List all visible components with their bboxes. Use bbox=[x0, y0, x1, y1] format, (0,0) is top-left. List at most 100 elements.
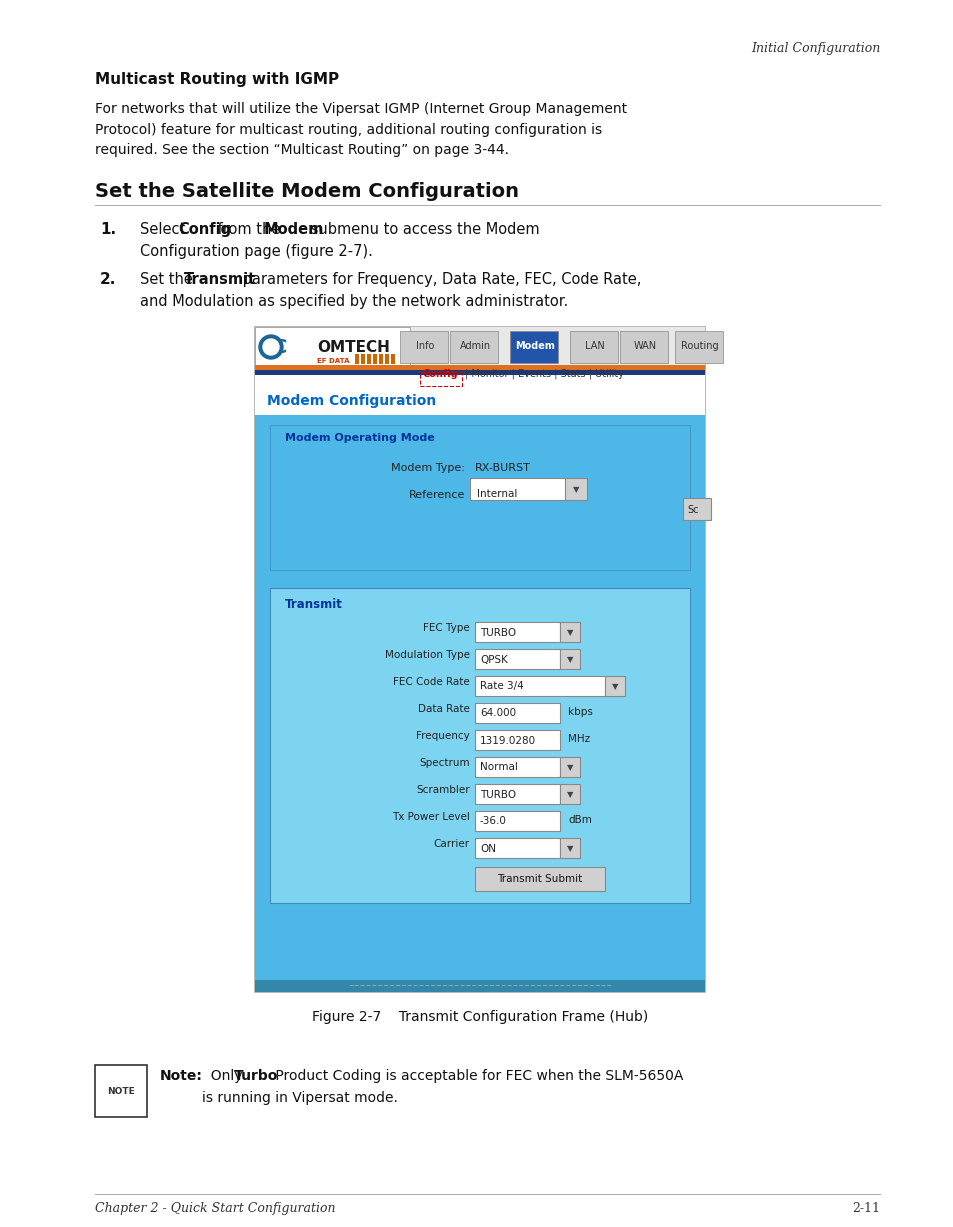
Text: 1.: 1. bbox=[100, 222, 116, 237]
FancyBboxPatch shape bbox=[475, 867, 604, 891]
FancyBboxPatch shape bbox=[254, 415, 704, 991]
FancyBboxPatch shape bbox=[559, 757, 579, 777]
Text: OMTECH: OMTECH bbox=[316, 340, 390, 355]
Text: Product Coding is acceptable for FEC when the SLM-5650A: Product Coding is acceptable for FEC whe… bbox=[271, 1069, 682, 1083]
FancyBboxPatch shape bbox=[475, 622, 559, 642]
Text: Chapter 2 - Quick Start Configuration: Chapter 2 - Quick Start Configuration bbox=[95, 1202, 335, 1215]
Text: FEC Type: FEC Type bbox=[423, 623, 470, 633]
Text: NOTE: NOTE bbox=[107, 1086, 134, 1096]
Text: and Modulation as specified by the network administrator.: and Modulation as specified by the netwo… bbox=[140, 294, 568, 309]
Text: Spectrum: Spectrum bbox=[419, 758, 470, 768]
Text: Modem Configuration: Modem Configuration bbox=[267, 394, 436, 409]
Circle shape bbox=[258, 335, 283, 360]
FancyBboxPatch shape bbox=[360, 355, 365, 364]
Text: Transmit: Transmit bbox=[285, 598, 342, 611]
Text: FEC Code Rate: FEC Code Rate bbox=[393, 677, 470, 687]
FancyBboxPatch shape bbox=[270, 425, 689, 571]
Text: Scrambler: Scrambler bbox=[416, 785, 470, 795]
Text: Modem Operating Mode: Modem Operating Mode bbox=[285, 433, 435, 443]
FancyBboxPatch shape bbox=[475, 730, 559, 750]
Text: ON: ON bbox=[479, 843, 496, 854]
Text: LAN: LAN bbox=[584, 341, 604, 351]
FancyBboxPatch shape bbox=[510, 331, 558, 363]
Circle shape bbox=[263, 339, 278, 355]
Text: ▼: ▼ bbox=[572, 486, 578, 494]
FancyBboxPatch shape bbox=[254, 364, 704, 371]
Text: ▼: ▼ bbox=[566, 844, 573, 853]
FancyBboxPatch shape bbox=[378, 355, 382, 364]
FancyBboxPatch shape bbox=[475, 757, 559, 777]
FancyBboxPatch shape bbox=[254, 328, 410, 393]
FancyBboxPatch shape bbox=[475, 811, 559, 831]
FancyBboxPatch shape bbox=[604, 676, 624, 696]
Text: Set the Satellite Modem Configuration: Set the Satellite Modem Configuration bbox=[95, 182, 518, 201]
FancyBboxPatch shape bbox=[559, 622, 579, 642]
Text: 2.: 2. bbox=[100, 272, 116, 287]
FancyBboxPatch shape bbox=[682, 498, 710, 520]
FancyBboxPatch shape bbox=[475, 838, 559, 858]
FancyBboxPatch shape bbox=[391, 355, 395, 364]
FancyBboxPatch shape bbox=[559, 649, 579, 669]
FancyBboxPatch shape bbox=[619, 331, 667, 363]
Text: ▼: ▼ bbox=[611, 682, 618, 691]
Text: Modem: Modem bbox=[264, 222, 324, 237]
Text: Carrier: Carrier bbox=[434, 839, 470, 849]
Text: Config: Config bbox=[422, 369, 458, 379]
FancyBboxPatch shape bbox=[450, 331, 497, 363]
FancyBboxPatch shape bbox=[254, 364, 704, 387]
Text: ▼: ▼ bbox=[566, 655, 573, 664]
FancyBboxPatch shape bbox=[373, 355, 376, 364]
FancyBboxPatch shape bbox=[270, 588, 689, 903]
Text: is running in Vipersat mode.: is running in Vipersat mode. bbox=[202, 1091, 397, 1106]
Text: ▼: ▼ bbox=[566, 790, 573, 799]
Text: Tx Power Level: Tx Power Level bbox=[392, 812, 470, 822]
Text: Reference: Reference bbox=[408, 490, 464, 499]
FancyBboxPatch shape bbox=[385, 355, 389, 364]
Text: Figure 2-7    Transmit Configuration Frame (Hub): Figure 2-7 Transmit Configuration Frame … bbox=[312, 1010, 647, 1025]
Text: kbps: kbps bbox=[567, 707, 592, 717]
Text: Sc: Sc bbox=[686, 506, 698, 515]
FancyBboxPatch shape bbox=[367, 355, 371, 364]
FancyBboxPatch shape bbox=[254, 328, 704, 364]
Text: -36.0: -36.0 bbox=[479, 816, 506, 827]
Text: Data Rate: Data Rate bbox=[417, 704, 470, 714]
Text: TURBO: TURBO bbox=[479, 789, 516, 800]
Text: 1319.0280: 1319.0280 bbox=[479, 735, 536, 746]
FancyBboxPatch shape bbox=[254, 328, 704, 991]
Text: Multicast Routing with IGMP: Multicast Routing with IGMP bbox=[95, 72, 338, 87]
Text: Set the: Set the bbox=[140, 272, 197, 287]
FancyBboxPatch shape bbox=[355, 355, 358, 364]
Text: Modulation Type: Modulation Type bbox=[385, 650, 470, 660]
FancyBboxPatch shape bbox=[254, 387, 704, 415]
FancyBboxPatch shape bbox=[95, 1065, 147, 1117]
Text: Routing: Routing bbox=[680, 341, 718, 351]
Text: Configuration page (figure 2-7).: Configuration page (figure 2-7). bbox=[140, 244, 373, 259]
Text: Transmit: Transmit bbox=[184, 272, 256, 287]
Text: Only: Only bbox=[202, 1069, 247, 1083]
FancyBboxPatch shape bbox=[475, 676, 604, 696]
FancyBboxPatch shape bbox=[475, 649, 559, 669]
FancyBboxPatch shape bbox=[470, 479, 579, 499]
Text: MHz: MHz bbox=[567, 734, 590, 744]
FancyBboxPatch shape bbox=[475, 784, 559, 804]
Text: Modem Type:: Modem Type: bbox=[391, 463, 464, 472]
Text: Internal: Internal bbox=[476, 490, 517, 499]
Text: Config: Config bbox=[178, 222, 231, 237]
Text: Turbo: Turbo bbox=[233, 1069, 278, 1083]
Text: Select: Select bbox=[140, 222, 190, 237]
FancyBboxPatch shape bbox=[254, 371, 704, 375]
Text: WAN: WAN bbox=[633, 341, 656, 351]
Text: 2-11: 2-11 bbox=[851, 1202, 879, 1215]
Text: Initial Configuration: Initial Configuration bbox=[750, 42, 879, 55]
Text: QPSK: QPSK bbox=[479, 654, 507, 665]
Text: Normal: Normal bbox=[479, 762, 517, 773]
FancyBboxPatch shape bbox=[559, 784, 579, 804]
Text: ▼: ▼ bbox=[566, 628, 573, 637]
Text: submenu to access the Modem: submenu to access the Modem bbox=[306, 222, 539, 237]
Text: Info: Info bbox=[416, 341, 434, 351]
FancyBboxPatch shape bbox=[569, 331, 618, 363]
FancyBboxPatch shape bbox=[559, 838, 579, 858]
Text: RX-BURST: RX-BURST bbox=[475, 463, 530, 472]
FancyBboxPatch shape bbox=[399, 331, 448, 363]
Text: C: C bbox=[273, 337, 287, 357]
